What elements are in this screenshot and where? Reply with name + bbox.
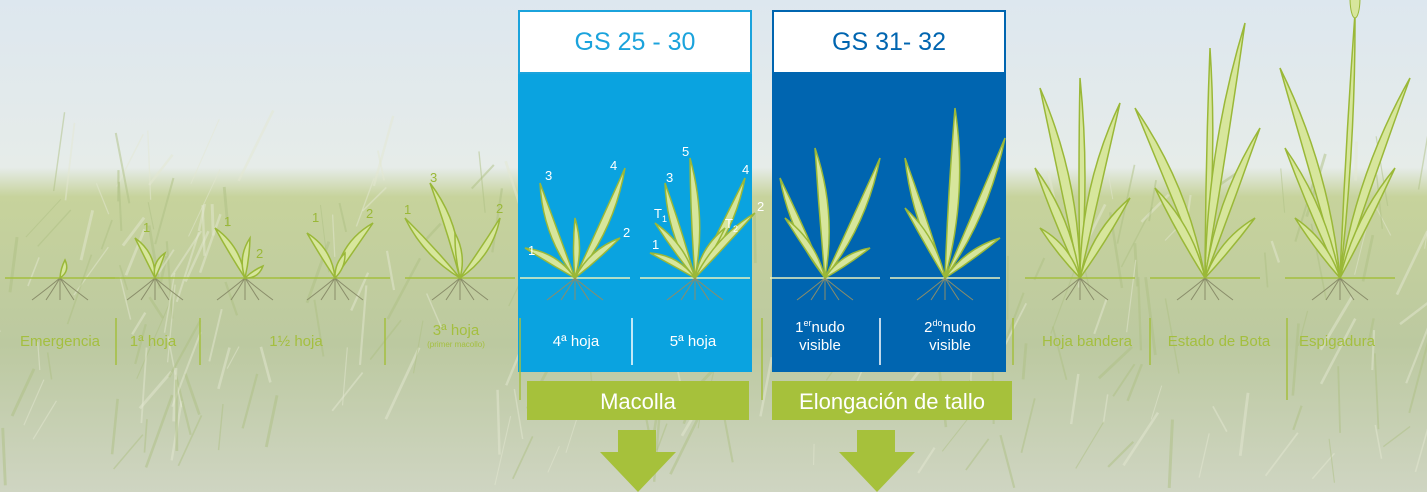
leaf-number: 2	[496, 201, 503, 216]
leaf-number: 3	[666, 170, 673, 185]
leaf-number-base: T	[725, 216, 733, 231]
grass-stroke	[176, 380, 177, 451]
leaf-number: 1	[652, 237, 659, 252]
phase-label: Macolla	[600, 389, 677, 414]
leaf-number: 5	[682, 144, 689, 159]
stage-label: 1ª hoja	[130, 333, 177, 350]
gs-code: GS 25 - 30	[575, 28, 696, 56]
stage-label: 5ª hoja	[670, 333, 717, 350]
leaf-number: 1	[404, 202, 411, 217]
leaf-number: 3	[430, 170, 437, 185]
stage-label: Emergencia	[20, 333, 101, 350]
leaf-number: 3	[545, 168, 552, 183]
grass-stroke	[754, 214, 755, 263]
grass-stroke	[1356, 142, 1357, 181]
stage-label: 4ª hoja	[553, 333, 600, 350]
stage-label: Hoja bandera	[1042, 333, 1133, 350]
stage-label: 3ª hoja	[433, 322, 480, 339]
grass-stroke	[212, 204, 213, 235]
stage-label: 1ernudo	[795, 318, 845, 336]
leaf-number: 1	[528, 243, 535, 258]
phase-label: Elongación de tallo	[799, 389, 985, 414]
stage-label: 2donudo	[924, 318, 976, 336]
stage-sup: do	[932, 318, 942, 328]
leaf-number-sub: 1	[662, 214, 667, 224]
leaf-number: 4	[610, 158, 617, 173]
leaf-number: 2	[623, 225, 630, 240]
stage-label: Espigadura	[1299, 333, 1376, 350]
leaf-number: 4	[742, 162, 749, 177]
leaf-number: 1	[143, 220, 150, 235]
stage-sup: er	[803, 318, 811, 328]
stage-label: Estado de Bota	[1168, 333, 1271, 350]
leaf-number: 2	[757, 199, 764, 214]
stage-label-line2: visible	[929, 337, 971, 354]
stage-label-line2: visible	[799, 337, 841, 354]
stage-label-text: nudo	[942, 319, 975, 336]
leaf-number: 2	[366, 206, 373, 221]
gs-code: GS 31- 32	[832, 28, 946, 56]
stage-number: 2	[924, 319, 932, 336]
stage-label-text: nudo	[811, 319, 844, 336]
leaf-number: 1	[312, 210, 319, 225]
stage-label: 1½ hoja	[269, 333, 323, 350]
stage-note: (primer macollo)	[427, 340, 485, 349]
leaf-number-sub: 2	[733, 224, 738, 234]
leaf-number-base: T	[654, 206, 662, 221]
stage-number: 1	[795, 319, 803, 336]
leaf-number: 1	[224, 214, 231, 229]
leaf-number: 2	[256, 246, 263, 261]
infographic: GS 25 - 30 GS 31- 32 Macolla Elongación …	[0, 0, 1427, 492]
